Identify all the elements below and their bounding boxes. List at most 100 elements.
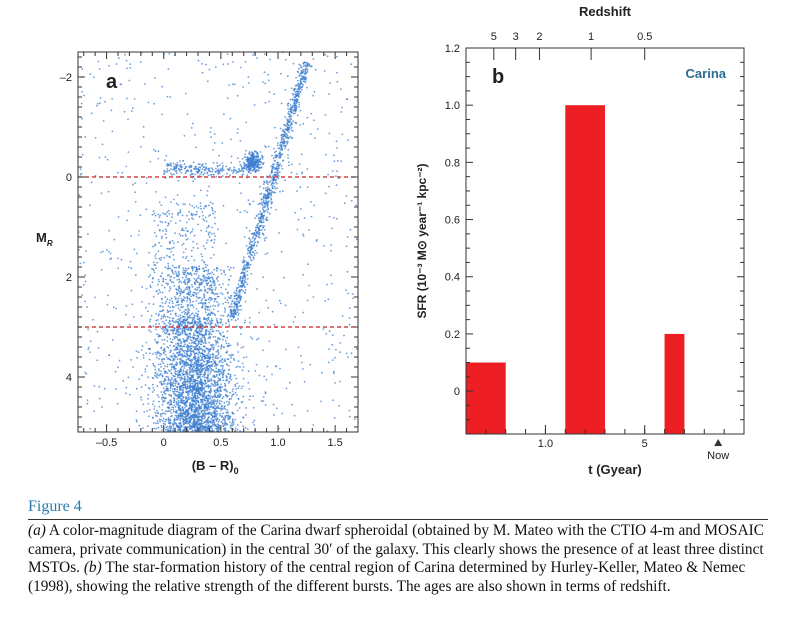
cmd-star-point (214, 405, 217, 407)
cmd-star-point (205, 423, 208, 426)
cmd-star-point (196, 332, 199, 335)
cmd-star-point (216, 301, 218, 303)
cmd-star-point (93, 76, 95, 78)
cmd-star-point (213, 403, 216, 406)
cmd-star-point (191, 380, 194, 383)
cmd-star-point (331, 359, 334, 361)
cmd-star-point (300, 89, 303, 91)
cmd-star-point (125, 305, 128, 307)
cmd-star-point (254, 159, 257, 162)
cmd-star-point (257, 337, 260, 340)
cmd-star-point (207, 399, 210, 402)
cmd-star-point (289, 381, 291, 384)
cmd-star-point (250, 172, 252, 175)
cmd-star-point (155, 323, 157, 326)
cmd-star-point (215, 400, 218, 403)
cmd-star-point (125, 165, 128, 168)
cmd-star-point (84, 136, 87, 138)
cmd-star-point (138, 230, 141, 232)
cmd-star-point (201, 387, 203, 390)
cmd-star-point (194, 322, 197, 325)
cmd-star-point (231, 419, 234, 422)
cmd-star-point (244, 300, 247, 303)
cmd-star-point (134, 191, 137, 194)
cmd-star-point (155, 427, 158, 430)
cmd-star-point (221, 293, 224, 296)
cmd-star-point (190, 368, 193, 371)
cmd-star-point (257, 213, 260, 216)
cmd-star-point (211, 286, 213, 289)
cmd-star-point (133, 248, 136, 251)
cmd-star-point (249, 157, 252, 159)
cmd-star-point (166, 365, 169, 368)
cmd-star-point (188, 396, 191, 398)
cmd-star-point (134, 274, 137, 277)
cmd-star-point (219, 355, 222, 358)
cmd-star-point (259, 185, 261, 188)
cmd-star-point (205, 63, 207, 66)
cmd-star-point (288, 164, 290, 167)
cmd-star-point (196, 324, 198, 327)
cmd-star-point (101, 406, 103, 408)
cmd-star-point (271, 167, 274, 169)
cmd-star-point (211, 365, 214, 368)
cmd-star-point (237, 128, 239, 130)
cmd-star-point (212, 304, 214, 307)
cmd-star-point (212, 161, 215, 164)
cmd-star-point (170, 425, 173, 428)
cmd-star-point (182, 269, 185, 271)
cmd-star-point (204, 413, 206, 416)
cmd-star-point (215, 340, 218, 343)
cmd-star-point (213, 394, 216, 397)
cmd-star-point (281, 159, 284, 162)
cmd-star-point (292, 130, 294, 132)
cmd-star-point (340, 88, 342, 90)
cmd-star-point (226, 345, 229, 347)
cmd-star-point (219, 269, 222, 271)
cmd-star-point (108, 64, 110, 67)
cmd-star-point (328, 93, 330, 95)
cmd-star-point (141, 286, 144, 288)
cmd-star-point (208, 341, 211, 344)
cmd-star-point (336, 71, 338, 74)
cmd-star-point (177, 374, 180, 377)
cmd-star-point (189, 403, 191, 405)
cmd-star-point (206, 284, 209, 287)
cmd-star-point (328, 330, 331, 333)
cmd-star-point (199, 364, 202, 366)
cmd-star-point (163, 347, 166, 350)
cmd-star-point (191, 394, 194, 396)
cmd-star-point (174, 419, 176, 421)
cmd-star-point (252, 421, 255, 424)
cmd-star-point (160, 415, 163, 418)
cmd-star-point (191, 286, 194, 288)
cmd-star-point (154, 150, 157, 153)
cmd-star-point (142, 125, 145, 128)
cmd-star-point (183, 310, 186, 313)
cmd-star-point (302, 76, 305, 79)
cmd-star-point (163, 329, 166, 331)
cmd-star-point (280, 102, 283, 105)
cmd-star-point (224, 297, 227, 300)
cmd-star-point (203, 334, 206, 337)
cmd-star-point (163, 383, 166, 385)
cmd-star-point (117, 216, 120, 218)
cmd-star-point (191, 385, 194, 387)
cmd-star-point (242, 86, 244, 88)
cmd-star-point (214, 408, 217, 411)
cmd-star-point (189, 279, 191, 282)
cmd-star-point (194, 418, 196, 421)
cmd-star-point (189, 174, 192, 176)
cmd-star-point (324, 192, 327, 195)
cmd-star-point (179, 408, 182, 410)
cmd-star-point (192, 291, 195, 294)
cmd-star-point (192, 218, 195, 221)
cmd-star-point (98, 102, 101, 105)
cmd-star-point (255, 152, 258, 155)
cmd-star-point (165, 375, 168, 378)
cmd-star-point (144, 83, 146, 85)
cmd-star-point (222, 395, 225, 398)
cmd-star-point (265, 209, 268, 212)
cmd-star-point (186, 350, 188, 353)
cmd-star-point (326, 283, 328, 286)
